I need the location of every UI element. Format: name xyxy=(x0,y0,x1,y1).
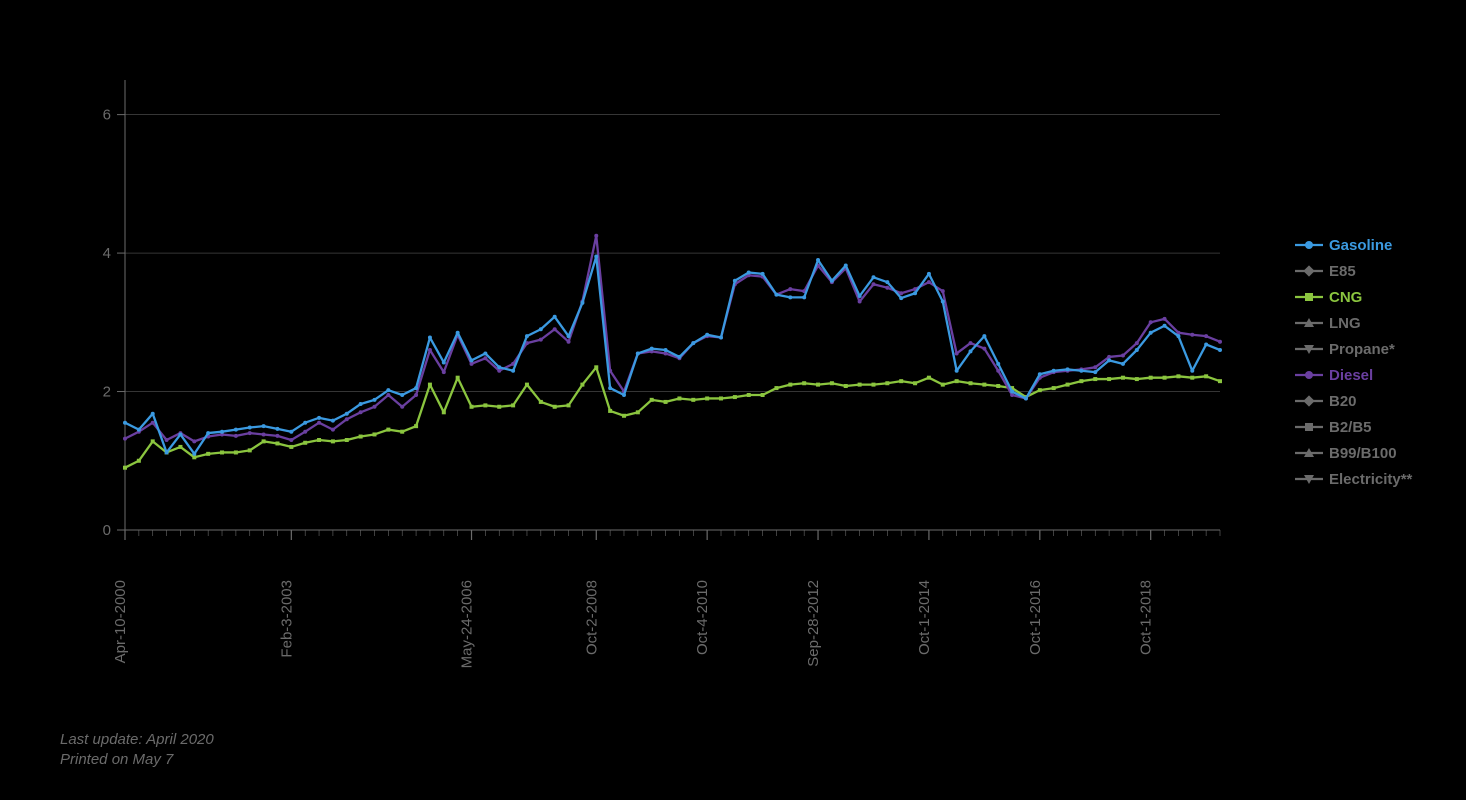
svg-text:Apr-10-2000: Apr-10-2000 xyxy=(112,580,129,663)
legend-marker-icon xyxy=(1295,264,1323,278)
footer-printed: Printed on May 7 xyxy=(60,750,214,770)
legend-label: CNG xyxy=(1329,289,1362,306)
chart-footer: Last update: April 2020 Printed on May 7 xyxy=(60,730,214,771)
legend-label: LNG xyxy=(1329,315,1361,332)
chart-svg: 0 2 4 6 Apr-10-2000 Feb-3-2003 May-24-2006 Oct-… xyxy=(85,60,1260,770)
svg-text:May-24-2006: May-24-2006 xyxy=(459,580,476,668)
svg-text:Oct-1-2014: Oct-1-2014 xyxy=(916,580,933,655)
legend-marker-icon xyxy=(1295,316,1323,330)
legend-item: CNG xyxy=(1295,287,1412,307)
svg-text:2: 2 xyxy=(103,384,111,401)
legend-item: B99/B100 xyxy=(1295,443,1412,463)
svg-text:Feb-3-2003: Feb-3-2003 xyxy=(278,580,295,658)
legend-label: Electricity** xyxy=(1329,471,1412,488)
legend-marker-icon xyxy=(1295,368,1323,382)
legend-label: B2/B5 xyxy=(1329,419,1372,436)
legend-item: LNG xyxy=(1295,313,1412,333)
svg-text:Oct-4-2010: Oct-4-2010 xyxy=(694,580,711,655)
legend-item: Gasoline xyxy=(1295,235,1412,255)
svg-text:Oct-2-2008: Oct-2-2008 xyxy=(583,580,600,655)
legend-item: E85 xyxy=(1295,261,1412,281)
legend-label: E85 xyxy=(1329,263,1356,280)
svg-text:Sep-28-2012: Sep-28-2012 xyxy=(805,580,822,667)
legend-item: B20 xyxy=(1295,391,1412,411)
legend-label: Propane* xyxy=(1329,341,1395,358)
svg-text:Oct-1-2016: Oct-1-2016 xyxy=(1027,580,1044,655)
fuel-price-chart: 0 2 4 6 Apr-10-2000 Feb-3-2003 May-24-2006 Oct-… xyxy=(85,60,1385,760)
legend-label: Gasoline xyxy=(1329,237,1392,254)
legend-item: Diesel xyxy=(1295,365,1412,385)
footer-last-update: Last update: April 2020 xyxy=(60,730,214,750)
svg-text:0: 0 xyxy=(103,522,111,539)
legend-marker-icon xyxy=(1295,290,1323,304)
legend-marker-icon xyxy=(1295,342,1323,356)
legend-label: B20 xyxy=(1329,393,1357,410)
legend-marker-icon xyxy=(1295,420,1323,434)
legend-marker-icon xyxy=(1295,394,1323,408)
legend-item: Propane* xyxy=(1295,339,1412,359)
svg-text:6: 6 xyxy=(103,107,111,124)
legend-item: Electricity** xyxy=(1295,469,1412,489)
legend-label: Diesel xyxy=(1329,367,1373,384)
legend-marker-icon xyxy=(1295,472,1323,486)
svg-text:Oct-1-2018: Oct-1-2018 xyxy=(1138,580,1155,655)
legend-label: B99/B100 xyxy=(1329,445,1397,462)
legend-marker-icon xyxy=(1295,238,1323,252)
legend-item: B2/B5 xyxy=(1295,417,1412,437)
legend-marker-icon xyxy=(1295,446,1323,460)
chart-legend: Gasoline E85 CNG LNG Propane* Diesel B20 B2/B5 B… xyxy=(1295,235,1412,495)
svg-text:4: 4 xyxy=(103,245,111,262)
